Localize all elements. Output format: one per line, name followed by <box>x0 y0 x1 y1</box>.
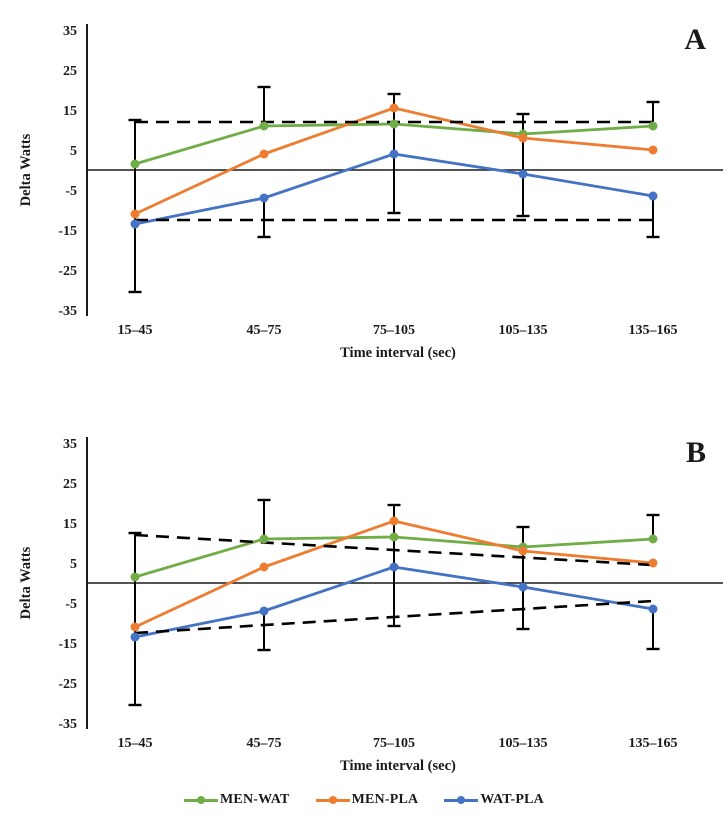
x-tick-label: 15–45 <box>118 736 153 751</box>
y-tick-label: -25 <box>58 677 77 692</box>
data-point-men-wat <box>259 121 269 131</box>
data-point-wat-pla <box>130 219 140 229</box>
y-tick-label: 15 <box>63 517 77 532</box>
y-tick-label: 5 <box>70 144 77 159</box>
legend-item-wat-pla: WAT-PLA <box>444 792 544 808</box>
data-point-men-wat <box>648 534 658 544</box>
legend-item-men-wat: MEN-WAT <box>184 792 290 808</box>
data-point-men-pla <box>648 558 658 568</box>
data-point-men-wat <box>130 159 140 169</box>
x-tick-label: 105–135 <box>499 736 548 751</box>
data-point-men-pla <box>389 516 399 526</box>
data-point-men-pla <box>259 562 269 572</box>
data-point-wat-pla <box>389 562 399 572</box>
x-tick-label: 45–75 <box>247 323 282 338</box>
legend-label: MEN-PLA <box>351 792 419 807</box>
dashed-lower-trend-line <box>134 599 654 635</box>
x-tick-label: 135–165 <box>629 323 678 338</box>
panel-a-chart: 35 25 15 5 -5 -15 -25 -35 15–45 45–75 75–105 105–13… <box>18 23 723 361</box>
data-point-men-pla <box>259 149 269 159</box>
legend-dot <box>457 796 466 804</box>
data-point-men-wat <box>389 119 399 129</box>
x-axis-title: Time interval (sec) <box>340 758 456 774</box>
data-point-wat-pla <box>389 149 399 159</box>
chart-legend: MEN-WAT MEN-PLA WAT-PLA <box>0 780 728 820</box>
y-axis-title: Delta Watts <box>18 546 34 619</box>
y-axis-title: Delta Watts <box>18 133 34 206</box>
legend-line-dot-icon <box>444 795 479 805</box>
data-point-wat-pla <box>518 169 528 179</box>
data-point-wat-pla <box>259 193 269 203</box>
y-tick-label: -5 <box>65 597 77 612</box>
y-tick-label: -15 <box>58 224 77 239</box>
y-tick-label: -35 <box>58 304 77 319</box>
y-tick-label: 15 <box>63 104 77 119</box>
x-tick-label: 105–135 <box>499 323 548 338</box>
legend-line-dot-icon <box>184 795 219 805</box>
data-point-men-wat <box>389 532 399 542</box>
data-point-wat-pla <box>130 632 140 642</box>
data-point-men-wat <box>130 572 140 582</box>
legend-label: WAT-PLA <box>480 792 544 807</box>
legend-dot <box>197 796 206 804</box>
data-point-men-pla <box>648 145 658 155</box>
x-tick-label: 75–105 <box>373 323 415 338</box>
y-tick-label: 35 <box>63 24 77 39</box>
data-point-men-pla <box>130 622 140 632</box>
y-tick-label: 25 <box>63 477 77 492</box>
panel-b-chart: 35 25 15 5 -5 -15 -25 -35 15–45 45–75 75–105 105–13… <box>18 436 723 774</box>
x-tick-label: 15–45 <box>118 323 153 338</box>
y-tick-label: -15 <box>58 637 77 652</box>
data-point-men-pla <box>518 546 528 556</box>
data-point-wat-pla <box>648 191 658 201</box>
y-tick-label: -25 <box>58 264 77 279</box>
data-point-men-pla <box>130 209 140 219</box>
data-point-men-pla <box>518 133 528 143</box>
x-axis-title: Time interval (sec) <box>340 345 456 361</box>
panel-letter: A <box>684 23 706 56</box>
data-point-wat-pla <box>648 604 658 614</box>
legend-dot <box>328 796 337 804</box>
x-tick-label: 75–105 <box>373 736 415 751</box>
y-tick-label: -35 <box>58 717 77 732</box>
y-tick-label: -5 <box>65 184 77 199</box>
x-tick-label: 45–75 <box>247 736 282 751</box>
data-point-men-pla <box>389 103 399 113</box>
y-tick-label: 25 <box>63 64 77 79</box>
data-point-wat-pla <box>518 582 528 592</box>
x-tick-label: 135–165 <box>629 736 678 751</box>
dashed-upper-trend-line <box>134 533 654 567</box>
legend-label: MEN-WAT <box>220 792 290 807</box>
y-tick-label: 5 <box>70 557 77 572</box>
legend-line-dot-icon <box>315 795 350 805</box>
data-point-men-wat <box>259 534 269 544</box>
y-tick-label: 35 <box>63 437 77 452</box>
data-point-wat-pla <box>259 606 269 616</box>
panel-letter: B <box>686 436 706 469</box>
data-point-men-wat <box>648 121 658 131</box>
legend-item-men-pla: MEN-PLA <box>315 792 419 808</box>
